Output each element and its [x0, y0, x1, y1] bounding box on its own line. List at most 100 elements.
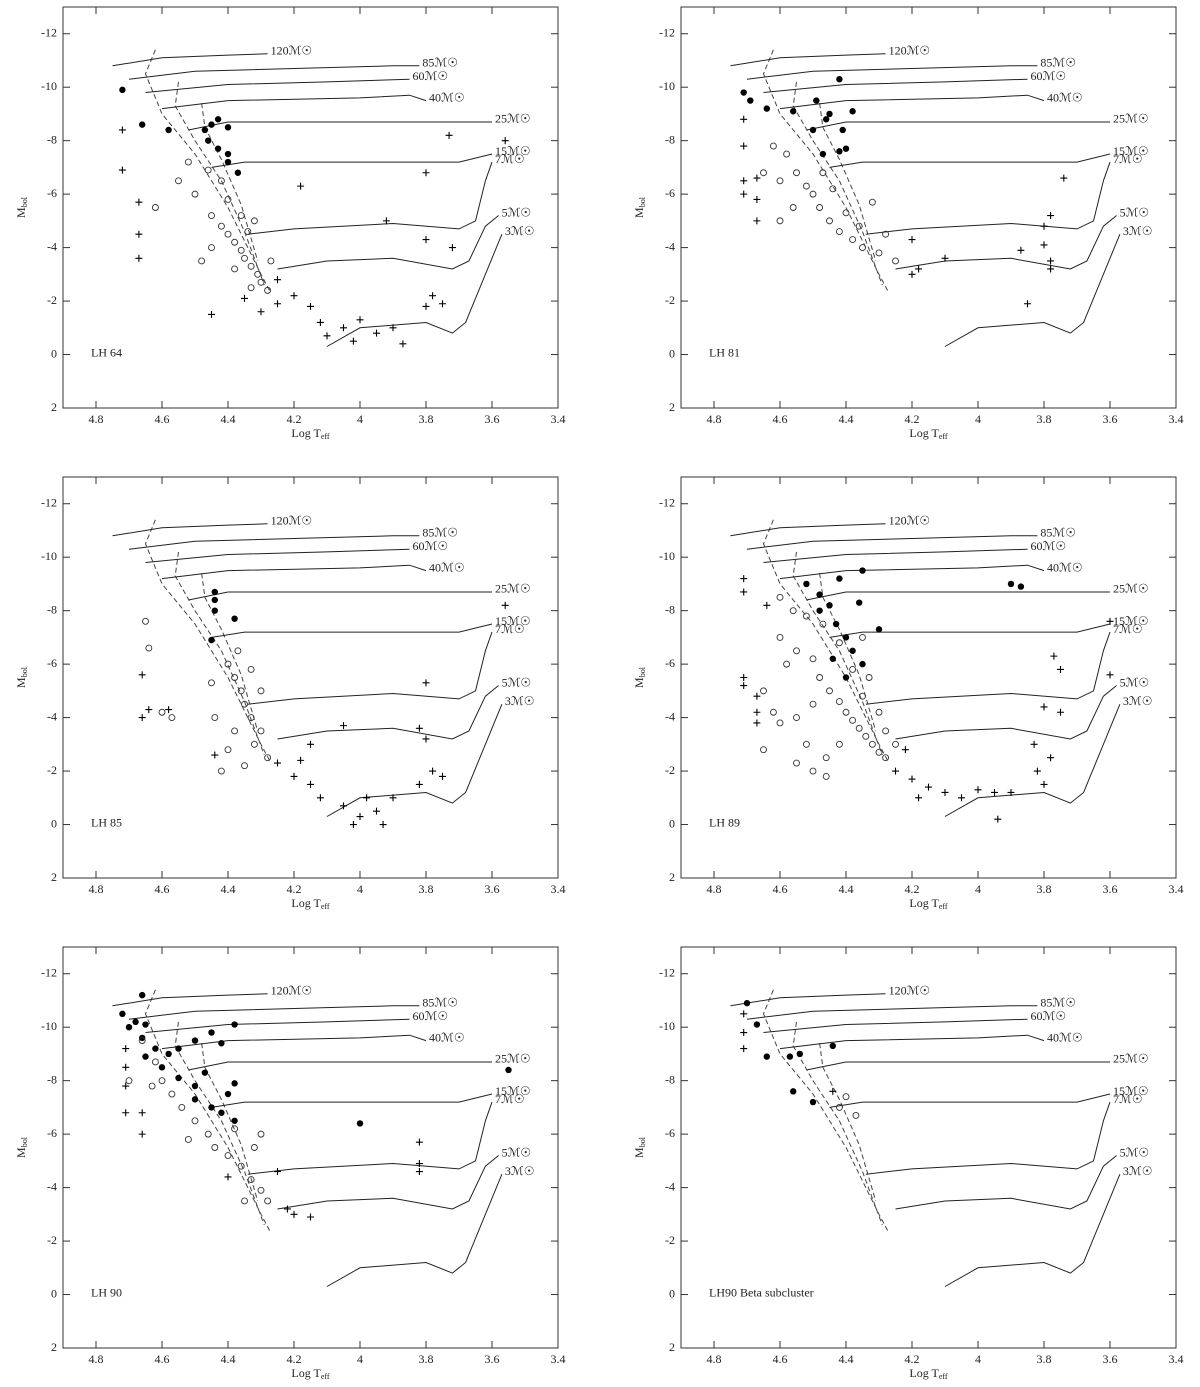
star-open: [237, 246, 245, 254]
y-label-sub: bol: [20, 666, 29, 677]
x-tick-label: 4: [357, 882, 363, 896]
x-tick-label: 3.8: [1037, 412, 1052, 426]
star-open: [208, 212, 215, 219]
track-label: 5ℳ☉: [502, 205, 532, 219]
evolutionary-track: [277, 685, 499, 740]
panel: 4.8 4.6 4.4 4.2 4 3.8 3.6 3.4 -12 -10 -8 -6 -4 -2 0 2 Lo…: [632, 476, 1184, 911]
star-cross: [122, 1082, 130, 1090]
star-open: [198, 257, 206, 265]
x-tick-label: 4.6: [155, 412, 170, 426]
y-label-main: M: [632, 1147, 646, 1158]
track-label: 40ℳ☉: [1047, 90, 1083, 104]
track-label: 15ℳ☉: [1113, 614, 1149, 628]
star-filled: [763, 105, 770, 112]
star-filled: [208, 636, 215, 644]
star-cross: [1047, 754, 1055, 762]
y-tick-label: -12: [41, 965, 57, 979]
star-filled: [205, 137, 212, 144]
evolutionary-track: [895, 685, 1117, 740]
x-axis-label: Log Teff: [909, 426, 948, 441]
star-open: [760, 687, 767, 695]
x-label-main: Log T: [291, 896, 321, 910]
star-open: [783, 660, 791, 668]
star-filled: [849, 647, 856, 654]
x-tick-label: 3.6: [485, 1352, 500, 1366]
star-cross: [908, 775, 916, 783]
star-open: [819, 620, 827, 628]
track-label: 5ℳ☉: [1120, 1145, 1150, 1159]
star-open: [217, 222, 225, 230]
y-label-sub: bol: [20, 1136, 29, 1147]
star-filled: [859, 660, 866, 668]
y-tick-label: -2: [47, 763, 57, 777]
evolutionary-track: [112, 53, 268, 67]
star-cross: [901, 746, 909, 754]
star-cross: [274, 300, 281, 308]
y-tick-label: -12: [41, 495, 57, 509]
panel: 4.8 4.6 4.4 4.2 4 3.8 3.6 3.4 -12 -10 -8 -6 -4 -2 0 2 Lo…: [14, 476, 566, 911]
star-filled: [175, 1045, 182, 1052]
y-label-main: M: [632, 677, 646, 688]
track-label: 15ℳ☉: [495, 144, 531, 158]
star-open: [809, 767, 817, 775]
track-label: 60ℳ☉: [1031, 539, 1067, 553]
star-cross: [415, 724, 423, 732]
y-tick-label: 0: [51, 816, 57, 830]
star-open: [264, 1197, 272, 1205]
y-axis-label: Mbol: [632, 666, 647, 688]
track-label: 25ℳ☉: [1113, 1052, 1149, 1066]
star-cross: [740, 575, 748, 583]
star-cross: [915, 265, 923, 273]
star-cross: [753, 692, 761, 700]
x-tick-label: 3.4: [551, 1352, 566, 1366]
y-label-sub: bol: [20, 196, 29, 207]
isochrone: [144, 989, 272, 1234]
track-label: 7ℳ☉: [1113, 152, 1143, 166]
x-label-sub: eff: [321, 902, 330, 911]
star-cross: [399, 340, 407, 348]
star-cross: [211, 751, 219, 759]
star-filled: [224, 158, 232, 166]
star-filled: [165, 1050, 172, 1058]
track-label: 7ℳ☉: [495, 1092, 525, 1106]
evolutionary-track: [188, 591, 492, 601]
star-open: [793, 647, 800, 655]
track-label: 85ℳ☉: [1040, 56, 1076, 70]
star-filled: [132, 1018, 139, 1026]
star-open: [237, 1162, 245, 1170]
y-label-main: M: [14, 1147, 28, 1158]
star-open: [231, 674, 239, 681]
isochrone: [201, 573, 259, 732]
track-label: 25ℳ☉: [495, 112, 531, 126]
star-open: [184, 158, 192, 166]
star-open: [802, 740, 810, 748]
star-filled: [142, 1053, 149, 1060]
star-cross: [307, 740, 314, 748]
star-cross: [307, 780, 314, 788]
star-open: [267, 257, 275, 265]
star-cross: [1040, 780, 1048, 788]
x-tick-label: 3.8: [419, 412, 434, 426]
x-tick-label: 4.2: [905, 1352, 920, 1366]
evolutionary-track: [326, 704, 503, 817]
isochrone: [819, 103, 877, 262]
star-open: [257, 1186, 265, 1194]
star-open: [217, 767, 225, 775]
x-tick-label: 4.2: [287, 882, 302, 896]
star-cross: [422, 236, 430, 244]
star-filled: [119, 1010, 126, 1018]
star-open: [204, 1130, 212, 1138]
y-tick-label: -6: [665, 1126, 675, 1140]
evolutionary-track: [865, 631, 1111, 705]
y-tick-label: 2: [669, 1340, 675, 1354]
star-open: [211, 714, 219, 722]
isochrone: [174, 551, 265, 756]
x-tick-label: 3.8: [419, 1352, 434, 1366]
track-label: 60ℳ☉: [413, 1009, 449, 1023]
plot-frame: [62, 476, 559, 879]
x-tick-label: 4.8: [707, 1352, 722, 1366]
y-tick-label: -8: [665, 602, 675, 616]
evolutionary-track: [730, 523, 886, 537]
star-filled: [191, 1037, 199, 1044]
star-open: [231, 238, 239, 246]
